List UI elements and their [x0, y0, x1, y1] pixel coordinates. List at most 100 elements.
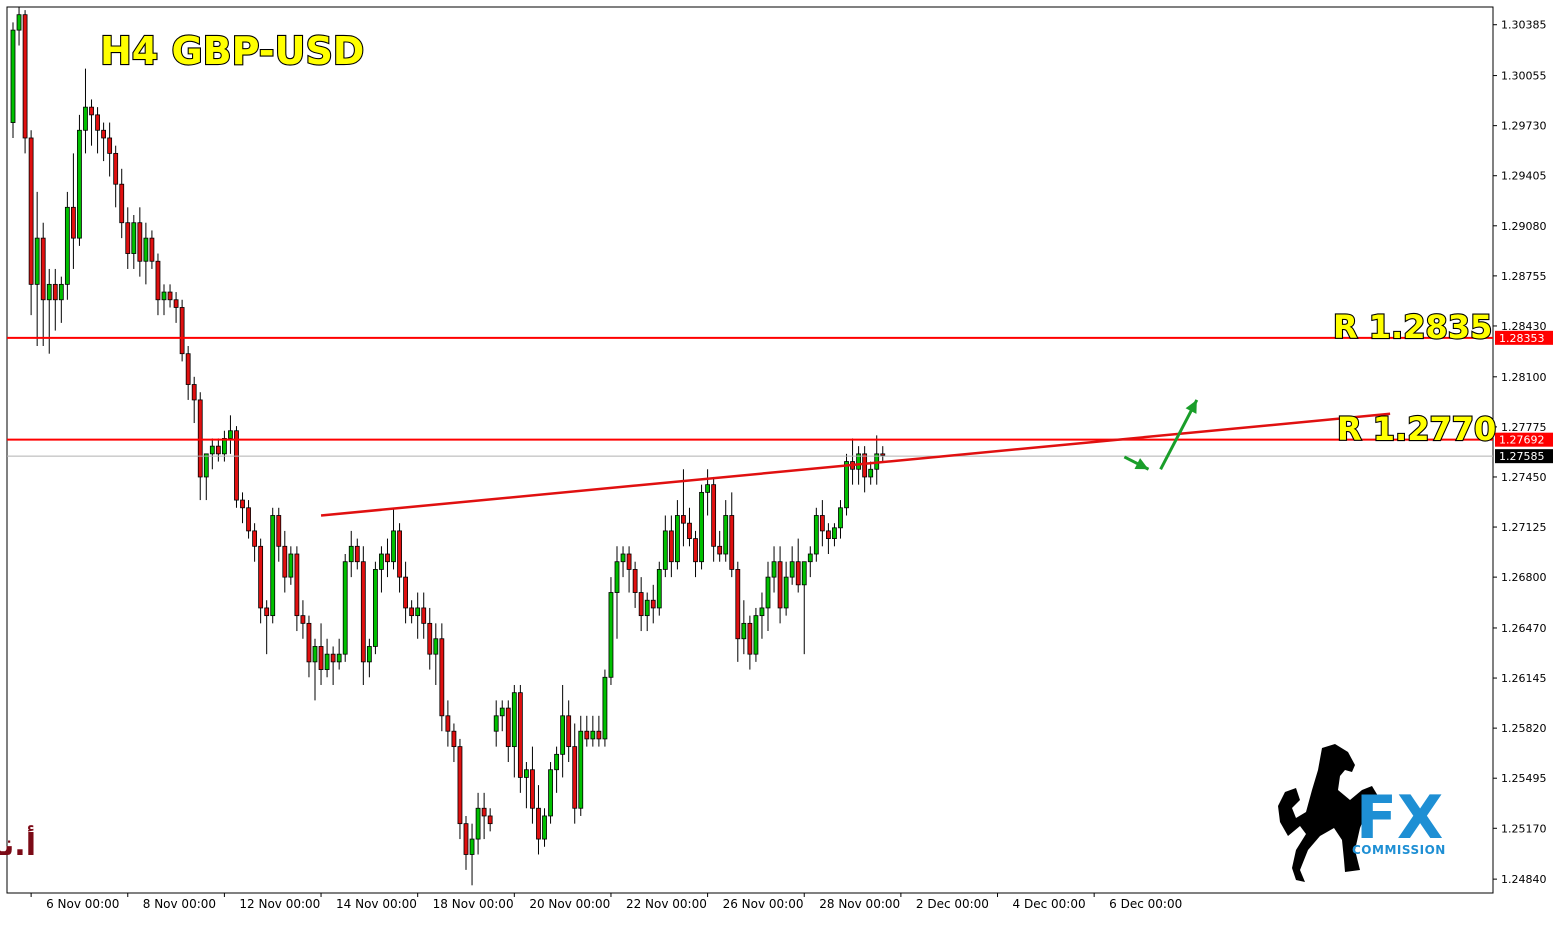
bear-candle: [149, 237, 155, 262]
time-tick-label: 28 Nov 00:00: [819, 897, 900, 911]
price-tick-label: 1.29405: [1501, 170, 1547, 183]
logo-subtext: COMMISSION: [1352, 843, 1446, 857]
bull-candle: [723, 515, 729, 555]
bear-candle: [385, 553, 390, 563]
candle-series: [10, 7, 886, 886]
bear-candle: [566, 715, 572, 748]
bear-candle: [505, 707, 511, 748]
price-tick-label: 1.25820: [1501, 722, 1547, 735]
bull-candle: [511, 692, 517, 748]
bull-candle: [312, 646, 318, 663]
bear-candle: [729, 515, 735, 570]
bull-candle: [493, 715, 499, 732]
bull-candle: [560, 715, 566, 755]
bear-candle: [596, 730, 602, 740]
bear-candle: [530, 769, 535, 809]
bear-candle: [584, 730, 590, 740]
bear-candle: [826, 530, 831, 539]
price-axis: 1.30385 1.30055 1.29730 1.29405 1.29080 1.287…: [1493, 19, 1547, 886]
time-tick-label: 14 Nov 00:00: [336, 897, 417, 911]
resistance-price-tag: [1495, 432, 1553, 447]
price-tick-label: 1.28755: [1501, 270, 1547, 283]
bull-candle: [765, 576, 771, 609]
bull-candle: [143, 237, 149, 262]
price-tick-label: 1.26800: [1501, 571, 1547, 584]
bear-candle: [409, 607, 415, 617]
bull-candle: [499, 707, 505, 717]
bull-candle: [64, 206, 70, 285]
time-tick-label: 26 Nov 00:00: [723, 897, 804, 911]
time-tick-label: 22 Nov 00:00: [626, 897, 707, 911]
bear-candle: [668, 530, 674, 563]
time-axis: 6 Nov 00:00 8 Nov 00:00 12 Nov 00:00 14 Nov…: [30, 893, 1182, 911]
bull-candle: [856, 453, 861, 470]
bull-candle: [469, 838, 475, 855]
bull-candle: [759, 607, 765, 617]
bear-candle: [240, 499, 245, 509]
bear-candle: [264, 607, 270, 617]
bear-candle: [252, 530, 258, 547]
price-tick-label: 1.26145: [1501, 672, 1547, 685]
bull-candle: [771, 561, 777, 578]
bull-candle: [228, 430, 233, 439]
price-tick-label: 1.25495: [1501, 772, 1547, 785]
bull-candle: [16, 14, 22, 31]
bear-candle: [101, 129, 106, 139]
bull-candle: [699, 491, 704, 563]
bull-candle: [221, 438, 227, 455]
bear-candle: [457, 746, 463, 825]
bear-candle: [451, 730, 457, 748]
bear-candle: [294, 553, 300, 617]
bull-candle: [209, 445, 215, 455]
bear-candle: [137, 222, 143, 262]
bull-candle: [614, 561, 620, 593]
resistance-label-2: R 1.2770: [1337, 410, 1496, 448]
bull-candle: [415, 607, 421, 617]
price-tick-label: 1.27125: [1501, 521, 1547, 534]
bull-candle: [602, 676, 608, 740]
bear-candle: [747, 622, 753, 655]
bull-candle: [807, 553, 813, 563]
bull-candle: [342, 561, 348, 655]
bear-candle: [173, 299, 179, 308]
bull-candle: [77, 129, 82, 239]
resistance-price-tag: [1495, 330, 1553, 345]
bear-candle: [862, 453, 868, 478]
bear-candle: [215, 445, 221, 455]
bull-candle: [270, 515, 276, 617]
bear-candle: [167, 291, 173, 301]
bear-candle: [403, 576, 409, 609]
time-tick-label: 6 Dec 00:00: [1109, 897, 1182, 911]
bear-candle: [632, 569, 638, 593]
bear-candle: [463, 823, 469, 855]
bull-candle: [578, 730, 584, 809]
bull-candle: [644, 599, 650, 617]
current-price-tag-label: 1.27585: [1499, 450, 1545, 463]
bull-candle: [608, 592, 614, 678]
bull-candle: [844, 461, 849, 509]
current-price-tag: [1495, 449, 1553, 464]
bull-candle: [433, 638, 439, 655]
bear-candle: [119, 183, 125, 224]
bull-candle: [348, 545, 354, 563]
price-tick-label: 1.30385: [1501, 19, 1547, 32]
price-tick-label: 1.26470: [1501, 622, 1547, 635]
price-tick-label: 1.28100: [1501, 371, 1547, 384]
bear-candle: [354, 545, 360, 563]
bear-candle: [95, 114, 100, 131]
bear-candle: [650, 599, 656, 609]
bear-candle: [687, 522, 692, 539]
bear-candle: [155, 260, 161, 301]
bear-candle: [28, 137, 34, 285]
bear-candle: [536, 807, 541, 840]
bear-candle: [711, 484, 717, 547]
bear-candle: [819, 515, 825, 532]
arrow-head: [1134, 458, 1149, 470]
bear-candle: [89, 106, 94, 116]
bear-candle: [481, 807, 487, 817]
bull-candle: [46, 283, 52, 301]
bull-candle: [336, 653, 342, 663]
bear-candle: [107, 137, 113, 154]
